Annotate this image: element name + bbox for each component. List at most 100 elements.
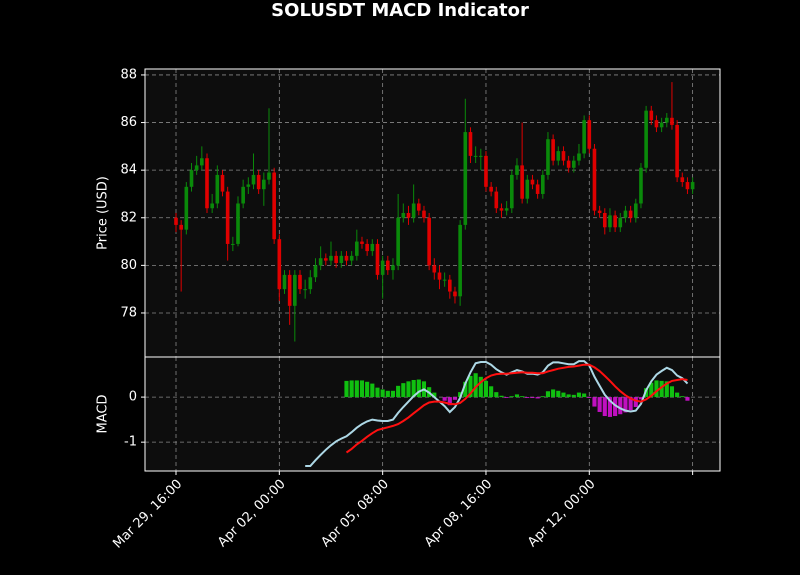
histogram-bar xyxy=(432,392,437,398)
histogram-bar xyxy=(633,397,638,408)
candle-body xyxy=(282,274,287,290)
candle-body xyxy=(602,213,607,228)
y-tick-label: -1 xyxy=(124,435,137,450)
candle-body xyxy=(256,174,261,190)
candle-body xyxy=(349,255,354,261)
histogram-bar xyxy=(344,380,349,398)
candle-body xyxy=(608,215,612,228)
candle-body xyxy=(272,172,276,240)
candle-body xyxy=(422,210,426,218)
histogram-bar xyxy=(401,383,406,398)
candle-body xyxy=(447,279,452,292)
y-axis-label: Price (USD) xyxy=(96,176,111,250)
histogram-bar xyxy=(664,381,669,398)
candle-body xyxy=(592,148,597,211)
candle-body xyxy=(453,291,457,297)
candle-body xyxy=(329,255,333,261)
histogram-bar xyxy=(463,381,468,398)
candle-body xyxy=(644,110,648,168)
candle-body xyxy=(437,272,442,280)
candle-body xyxy=(551,139,555,161)
candle-body xyxy=(659,122,664,128)
histogram-bar xyxy=(416,379,421,398)
candle-body xyxy=(308,277,313,290)
histogram-bar xyxy=(390,390,396,398)
y-tick-label: 82 xyxy=(120,210,137,225)
histogram-bar xyxy=(478,376,483,398)
candle-body xyxy=(525,179,530,199)
candle-body xyxy=(690,182,695,190)
histogram-bar xyxy=(597,397,602,412)
candle-body xyxy=(231,243,235,245)
candle-body xyxy=(251,174,256,185)
candle-body xyxy=(458,224,462,297)
y-tick-label: 88 xyxy=(120,67,137,82)
histogram-bar xyxy=(525,397,530,399)
candle-body xyxy=(246,184,251,187)
candle-body xyxy=(546,139,550,175)
histogram-bar xyxy=(602,397,607,417)
candle-body xyxy=(675,124,679,178)
histogram-bar xyxy=(680,396,685,398)
histogram-bar xyxy=(576,392,582,398)
candle-body xyxy=(499,208,504,211)
candle-body xyxy=(639,167,643,204)
y-tick-label: 86 xyxy=(120,115,137,130)
macd-line xyxy=(305,360,689,467)
candle-body xyxy=(215,174,220,204)
candle-body xyxy=(670,117,674,125)
histogram-bar xyxy=(483,380,489,398)
histogram-bar xyxy=(561,392,566,398)
candle-body xyxy=(515,165,519,175)
histogram-bar xyxy=(623,397,628,413)
histogram-bar xyxy=(458,392,463,398)
candle-body xyxy=(685,182,690,190)
candle-body xyxy=(582,120,586,154)
candle-body xyxy=(189,170,194,187)
candle-body xyxy=(463,132,468,225)
candle-body xyxy=(664,117,669,123)
candle-body xyxy=(344,255,349,261)
histogram-bar xyxy=(380,389,385,398)
y-tick-label: 78 xyxy=(120,305,137,320)
candle-body xyxy=(386,260,390,271)
candle-body xyxy=(303,289,307,291)
histogram-bar xyxy=(385,390,390,398)
candle-body xyxy=(267,172,271,180)
candle-body xyxy=(174,217,178,225)
candle-body xyxy=(241,186,245,204)
candle-body xyxy=(484,155,488,187)
candle-body xyxy=(618,217,623,228)
candle-body xyxy=(654,120,659,128)
candle-body xyxy=(287,274,292,306)
candle-body xyxy=(478,155,483,157)
histogram-bar xyxy=(654,380,659,398)
histogram-bar xyxy=(587,397,592,399)
histogram-bar xyxy=(556,390,561,398)
histogram-bar xyxy=(520,396,525,398)
candle-body xyxy=(680,177,685,183)
candle-body xyxy=(396,217,400,266)
histogram-bar xyxy=(447,397,452,406)
histogram-bar xyxy=(649,382,654,398)
histogram-bar xyxy=(509,396,514,398)
histogram-bar xyxy=(628,397,633,411)
histogram-bar xyxy=(551,389,556,398)
histogram-bar xyxy=(499,395,504,398)
histogram-bar xyxy=(494,392,499,398)
candle-body xyxy=(489,186,493,192)
histogram-bar xyxy=(406,381,411,398)
candle-body xyxy=(561,151,566,161)
y-axis-label: MACD xyxy=(96,395,111,434)
candle-body xyxy=(628,210,633,218)
candle-body xyxy=(411,203,416,218)
candle-body xyxy=(391,265,395,271)
histogram-bar xyxy=(504,397,509,399)
candle-body xyxy=(293,274,297,306)
candle-body xyxy=(194,165,199,171)
histogram-bar xyxy=(566,394,571,398)
candle-body xyxy=(298,274,302,290)
candle-body xyxy=(179,224,183,230)
